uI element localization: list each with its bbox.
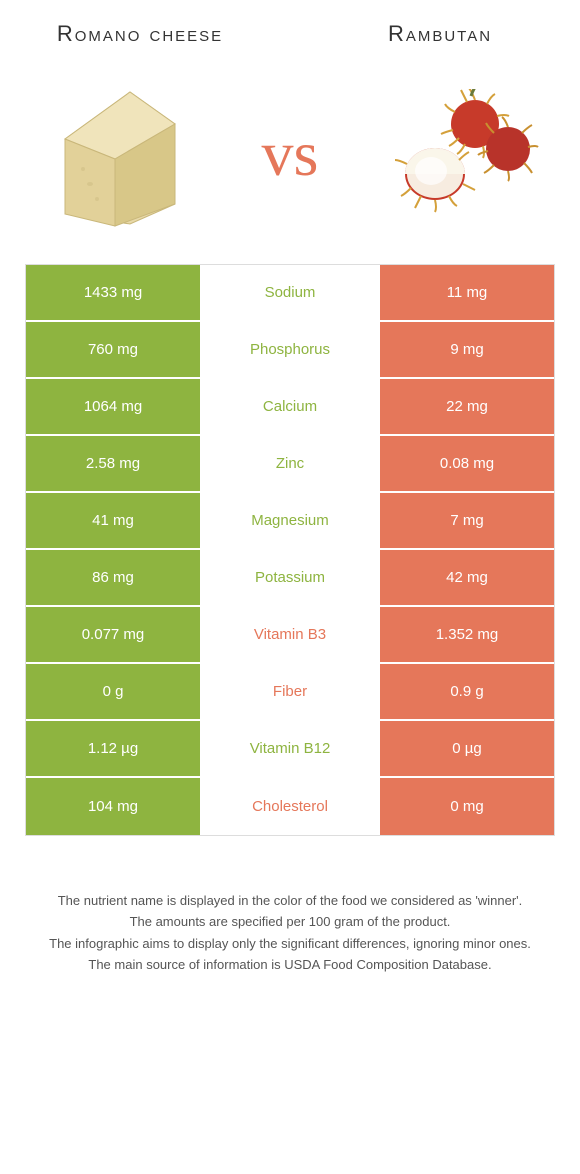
nutrient-label: Fiber <box>202 664 378 719</box>
nutrient-label: Cholesterol <box>202 778 378 835</box>
nutrient-label: Phosphorus <box>202 322 378 377</box>
nutrient-label: Sodium <box>202 265 378 320</box>
nutrient-label: Potassium <box>202 550 378 605</box>
table-row: 0 gFiber0.9 g <box>26 664 554 721</box>
left-value: 0 g <box>26 664 202 719</box>
rambutan-icon <box>390 89 540 219</box>
left-food-image <box>30 69 200 239</box>
footer-line: The amounts are specified per 100 gram o… <box>40 912 540 932</box>
nutrient-table: 1433 mgSodium11 mg760 mgPhosphorus9 mg10… <box>25 264 555 836</box>
right-value: 11 mg <box>378 265 554 320</box>
right-value: 1.352 mg <box>378 607 554 662</box>
left-value: 41 mg <box>26 493 202 548</box>
left-value: 1433 mg <box>26 265 202 320</box>
table-row: 86 mgPotassium42 mg <box>26 550 554 607</box>
left-value: 0.077 mg <box>26 607 202 662</box>
table-row: 0.077 mgVitamin B31.352 mg <box>26 607 554 664</box>
left-value: 2.58 mg <box>26 436 202 491</box>
table-row: 41 mgMagnesium7 mg <box>26 493 554 550</box>
right-value: 0 mg <box>378 778 554 835</box>
left-value: 86 mg <box>26 550 202 605</box>
footer-line: The nutrient name is displayed in the co… <box>40 891 540 911</box>
nutrient-label: Calcium <box>202 379 378 434</box>
footer-line: The infographic aims to display only the… <box>40 934 540 954</box>
right-value: 42 mg <box>378 550 554 605</box>
cheese-icon <box>35 74 195 234</box>
right-food-image <box>380 69 550 239</box>
table-row: 1433 mgSodium11 mg <box>26 265 554 322</box>
left-value: 104 mg <box>26 778 202 835</box>
table-row: 1064 mgCalcium22 mg <box>26 379 554 436</box>
right-value: 0.9 g <box>378 664 554 719</box>
table-row: 104 mgCholesterol0 mg <box>26 778 554 835</box>
header: Romano cheese Rambutan <box>0 0 580 59</box>
right-value: 7 mg <box>378 493 554 548</box>
left-food-title: Romano cheese <box>40 20 240 49</box>
right-value: 0.08 mg <box>378 436 554 491</box>
table-row: 760 mgPhosphorus9 mg <box>26 322 554 379</box>
nutrient-label: Zinc <box>202 436 378 491</box>
footer-line: The main source of information is USDA F… <box>40 955 540 975</box>
right-food-title: Rambutan <box>340 20 540 49</box>
table-row: 2.58 mgZinc0.08 mg <box>26 436 554 493</box>
left-value: 1064 mg <box>26 379 202 434</box>
table-row: 1.12 µgVitamin B120 µg <box>26 721 554 778</box>
left-value: 1.12 µg <box>26 721 202 776</box>
nutrient-label: Vitamin B12 <box>202 721 378 776</box>
images-row: vs <box>0 59 580 264</box>
nutrient-label: Magnesium <box>202 493 378 548</box>
nutrient-label: Vitamin B3 <box>202 607 378 662</box>
footer-notes: The nutrient name is displayed in the co… <box>0 836 580 975</box>
left-value: 760 mg <box>26 322 202 377</box>
right-value: 0 µg <box>378 721 554 776</box>
vs-label: vs <box>262 117 319 191</box>
right-value: 9 mg <box>378 322 554 377</box>
right-value: 22 mg <box>378 379 554 434</box>
